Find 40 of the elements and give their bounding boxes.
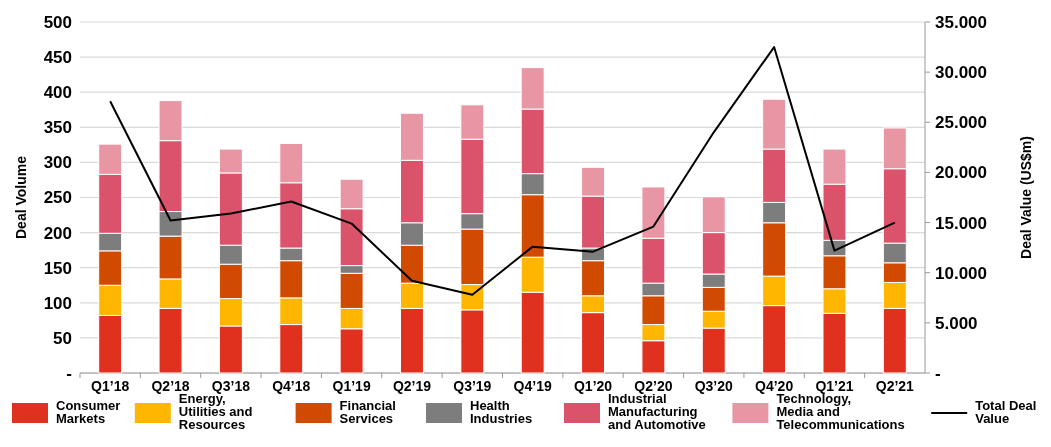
y-tick-label: 450 — [43, 48, 72, 68]
y-tick-label: 200 — [43, 223, 72, 243]
y2-tick-label: 30.000 — [935, 63, 987, 83]
x-tick-label: Q1’20 — [573, 378, 613, 394]
x-tick-label: Q1’19 — [332, 378, 371, 394]
legend-label: Consumer Markets — [56, 397, 121, 426]
y2-tick-label: 15.000 — [935, 213, 987, 233]
y-tick-label: 150 — [43, 258, 72, 278]
x-tick-label: Q1’18 — [91, 378, 130, 394]
y-tick-label: 100 — [43, 293, 72, 313]
legend-label: Total Deal Value — [975, 397, 1037, 426]
y2-axis-title: Deal Value (US$m) — [1018, 136, 1034, 259]
y2-tick-label: 10.000 — [935, 263, 987, 283]
y2-tick-label: 35.000 — [935, 12, 987, 32]
y-axis-title: Deal Volume — [13, 155, 29, 239]
x-tick-label: Q2’18 — [151, 378, 190, 394]
y2-tick-label: 5.000 — [935, 313, 978, 333]
x-tick-label: Q3’18 — [211, 378, 251, 394]
x-tick-label: Q4’20 — [755, 378, 794, 394]
y-tick-label: 250 — [43, 188, 72, 208]
x-tick-label: Q1’21 — [815, 378, 854, 394]
y-tick-label: 400 — [43, 83, 72, 103]
y2-tick-label: 20.000 — [935, 163, 987, 183]
x-tick-label: Q4’18 — [272, 378, 311, 394]
y-tick-label: 300 — [43, 153, 72, 173]
x-tick-label: Q2’21 — [875, 378, 915, 394]
line-series — [109, 46, 896, 296]
legend-label: Financial Services — [339, 397, 396, 426]
y-tick-label: 50 — [53, 328, 72, 348]
y-tick-label: 350 — [43, 118, 72, 138]
x-tick-label: Q2’19 — [392, 378, 432, 394]
x-tick-label: Q4’19 — [513, 378, 552, 394]
x-tick-label: Q3’20 — [694, 378, 734, 394]
y2-tick-label: 25.000 — [935, 113, 987, 133]
y-tick-label: 500 — [43, 12, 72, 32]
y2-tick-label: - — [935, 363, 941, 383]
x-tick-label: Q2’20 — [634, 378, 673, 394]
x-tick-label: Q3’19 — [453, 378, 492, 394]
y-tick-label: - — [66, 363, 72, 383]
legend-label: Health Industries — [470, 397, 533, 426]
